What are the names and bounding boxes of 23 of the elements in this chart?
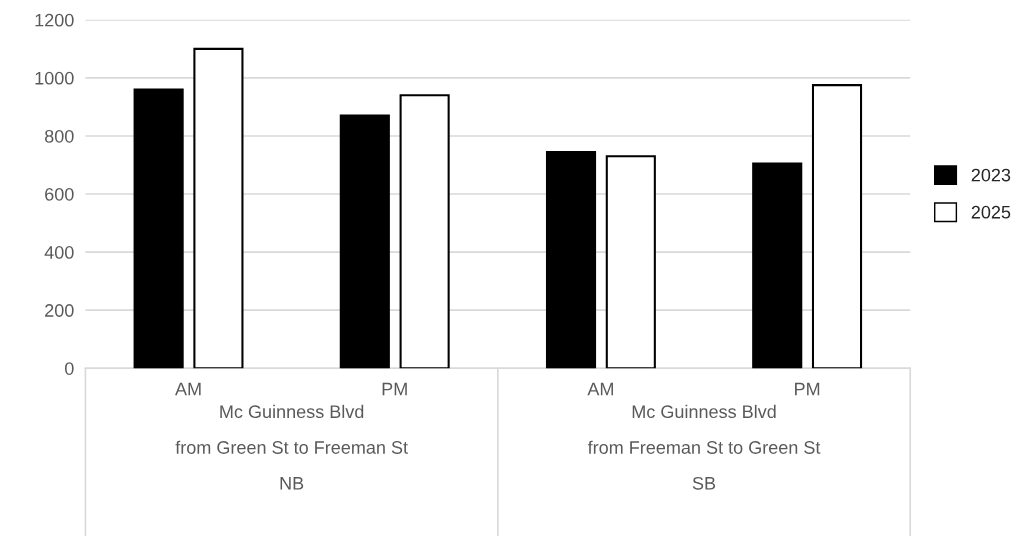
y-tick-label: 1000	[35, 71, 74, 85]
y-tick-label: 800	[44, 129, 74, 143]
text: Mc Guinness Blvd from Green St to Freeman St NB	[175, 404, 408, 490]
x-tick-label: PM	[382, 382, 407, 396]
x-tick-label: AM	[587, 382, 613, 396]
legend-label: 2025	[971, 205, 1011, 219]
y-tick-label: 1200	[35, 13, 74, 27]
legend-label: 2023	[971, 168, 1011, 182]
y-tick-label: 200	[45, 304, 74, 317]
text: Mc Guinness Blvd from Freeman St to Green St SB	[587, 404, 821, 490]
bar	[811, 84, 863, 369]
y-tick-label: 0	[64, 362, 74, 375]
bar	[545, 150, 597, 369]
bar	[605, 155, 656, 369]
bar	[133, 88, 184, 369]
x-tick-label: AM	[175, 382, 201, 396]
bar	[339, 114, 390, 369]
bar	[399, 94, 450, 369]
x-tick-label: PM	[795, 382, 820, 396]
y-tick-label: 400	[44, 246, 74, 259]
y-tick-label: 600	[45, 187, 74, 201]
bar	[752, 162, 803, 369]
bar	[193, 47, 244, 369]
